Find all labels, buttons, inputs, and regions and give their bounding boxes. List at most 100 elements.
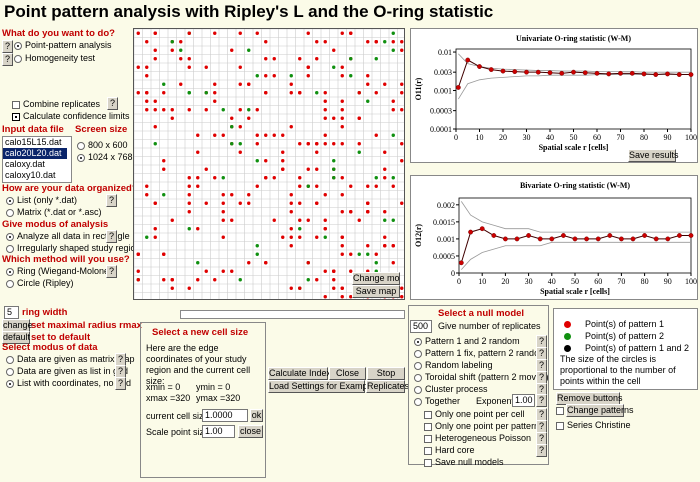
button[interactable]: close [238,425,263,438]
map-point [289,244,293,248]
chart-title: Bivariate O-ring statistic (W-M) [520,181,630,190]
map-point [187,210,191,214]
checkbox[interactable] [12,112,20,121]
checkbox[interactable] [424,458,432,467]
button[interactable]: Replicates [366,380,410,393]
map-point [179,40,183,44]
map-point [145,40,149,44]
map-point [187,31,191,35]
coord: xmin = 0 [146,382,181,392]
help-button[interactable]: ? [115,377,126,390]
map-point [238,201,242,205]
button[interactable]: Load Settings for Example [268,380,375,393]
section-heading: What do you want to do? [2,28,115,39]
file-item[interactable]: calo20L20.dat [3,148,67,159]
text-input[interactable]: 1.00 [512,394,535,407]
file-list[interactable] [2,136,72,183]
map-point [306,261,310,265]
map-point [153,48,157,52]
checkbox[interactable] [556,421,564,430]
file-item[interactable]: caloxy10.dat [5,170,56,180]
radio-button[interactable] [6,279,14,288]
map-point [213,31,217,35]
radio-button[interactable] [414,373,422,382]
help-button[interactable]: ? [106,265,117,278]
radio-button[interactable] [414,337,422,346]
option-label: Data are given as list in grid [17,366,129,376]
option-label: Pattern 1 and 2 random [425,336,520,346]
radio-button[interactable] [6,267,14,276]
x-tick-label: 50 [570,133,578,142]
text-input[interactable]: 5 [4,306,19,319]
button[interactable]: Calculate Index [268,367,332,380]
option-label: Toroidal shift (pattern 2 moves) [425,372,549,382]
map-point [187,227,191,231]
radio-button[interactable] [6,244,14,253]
radio-button[interactable] [414,385,422,394]
radio-button[interactable] [414,349,422,358]
radio-button[interactable] [414,361,422,370]
radio-button[interactable] [14,54,22,63]
help-button[interactable]: ? [107,97,118,110]
x-tick-label: 90 [664,277,672,286]
map-point [400,295,404,299]
legend-label: Point(s) of pattern 1 [585,319,665,329]
button[interactable]: Close [329,367,366,380]
legend-dot [564,333,571,340]
help-button[interactable]: ? [536,444,547,457]
help-button[interactable]: ? [106,194,117,207]
checkbox[interactable] [424,434,432,443]
data-point [653,72,659,77]
button[interactable]: ok [250,409,263,422]
checkbox[interactable] [424,410,432,419]
x-tick-label: 60 [594,277,602,286]
map-point [238,65,242,69]
button[interactable]: Change patterns [566,404,634,417]
map-point [238,125,242,129]
radio-button[interactable] [6,367,14,376]
map-point [400,159,404,163]
map-point [349,74,353,78]
text-input[interactable]: 1.0000 [202,409,248,422]
radio-button[interactable] [6,232,14,241]
map-point [281,133,285,137]
checkbox[interactable] [12,100,20,109]
file-item[interactable]: calo15L15.dat [5,137,62,147]
checkbox[interactable] [424,422,432,431]
help-button[interactable]: ? [536,394,547,407]
button[interactable]: Save map [352,285,400,298]
button[interactable]: Change mo [352,272,400,285]
radio-button[interactable] [14,41,22,50]
radio-button[interactable] [414,397,422,406]
text-input[interactable]: 500 [410,320,432,333]
map-point [400,40,404,44]
map-point [391,40,395,44]
help-button[interactable]: ? [2,53,13,66]
help-button[interactable]: ? [106,230,117,243]
map-point [306,218,310,222]
text-input[interactable]: 1.00 [202,425,235,438]
y-axis-label: O12(r) [414,224,423,247]
section-heading: Which method will you use? [2,254,130,265]
map-point [221,201,225,205]
button[interactable]: Save results [628,149,679,162]
help-button[interactable]: ? [2,40,13,53]
radio-button[interactable] [6,355,14,364]
radio-button[interactable] [6,208,14,217]
file-item[interactable]: caloxy.dat [5,159,45,169]
map-point [349,269,353,273]
radio-button[interactable] [6,196,14,205]
button[interactable]: default [2,331,31,344]
data-point [630,236,636,242]
checkbox[interactable] [556,407,564,415]
map-point [340,116,344,120]
radio-button[interactable] [6,379,14,388]
map-scrollbar[interactable] [180,310,405,319]
option-label: Only one point per cell [435,409,525,419]
radio-button[interactable] [77,153,85,162]
map-point [196,133,200,137]
checkbox[interactable] [424,446,432,455]
map-point [289,210,293,214]
radio-button[interactable] [77,141,85,150]
button[interactable]: Stop [367,367,405,380]
